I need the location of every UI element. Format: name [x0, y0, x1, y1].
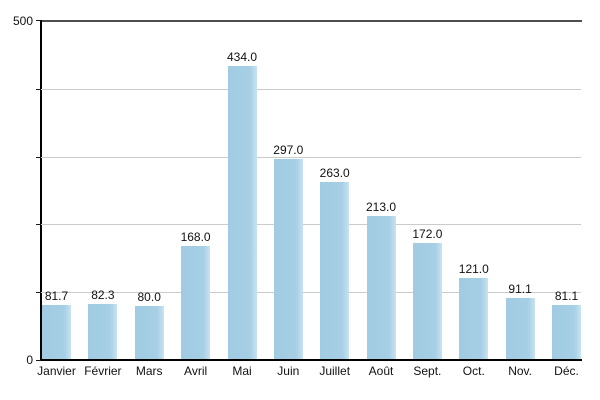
gridline-300	[41, 157, 581, 158]
y-axis-tick-200	[36, 224, 41, 225]
x-axis-tick-label: Juillet	[319, 364, 351, 378]
bar-Juin	[273, 158, 303, 359]
y-axis-zero-label: 0	[26, 353, 33, 367]
y-axis-tick-300	[36, 157, 41, 158]
bar-Avril	[181, 246, 211, 359]
bar-Juillet	[320, 181, 350, 359]
x-axis-tick-label: Avril	[184, 364, 208, 378]
y-axis-tick-500	[36, 20, 41, 21]
bar-value-label: 121.0	[458, 262, 489, 276]
bar-Mars	[134, 305, 164, 359]
x-axis-tick-label: Mars	[135, 364, 163, 378]
bar-Mai	[227, 65, 257, 359]
y-axis-tick-100	[36, 292, 41, 293]
bar-value-label: 168.0	[180, 230, 211, 245]
x-axis-tick-label: Nov.	[508, 364, 532, 378]
bar-Février	[88, 304, 118, 359]
bar-Janvier	[42, 304, 71, 359]
x-axis-tick-label: Juin	[277, 364, 300, 378]
gridline-200	[41, 224, 581, 225]
bar-value-label: 82.3	[91, 288, 115, 303]
x-axis-line	[40, 359, 582, 361]
y-axis-max-label: 500	[12, 14, 33, 28]
x-axis-tick-label: Déc.	[554, 364, 579, 378]
x-axis-tick-label: Février	[84, 364, 122, 378]
y-axis-line	[40, 20, 42, 361]
x-axis-tick-label: Mai	[232, 364, 252, 378]
bar-value-label: 297.0	[273, 142, 304, 157]
gridline-400	[41, 89, 581, 90]
bar-value-label: 81.7	[44, 288, 69, 303]
y-axis-tick-400	[36, 89, 41, 90]
x-axis-tick-label: Sept.	[413, 364, 442, 378]
x-axis-tick-label: Oct.	[462, 364, 485, 378]
bar-value-label: 80.0	[137, 289, 161, 304]
bar-value-label: 81.1	[554, 289, 579, 303]
bar-Août	[366, 215, 396, 359]
bar-value-label: 213.0	[365, 199, 397, 214]
plot-top-boundary	[41, 20, 582, 22]
bar-value-label: 434.0	[226, 49, 258, 64]
bar-value-label: 91.1	[508, 282, 532, 297]
bar-value-label: 172.0	[412, 227, 443, 242]
bar-Oct.	[459, 278, 489, 359]
bar-Nov.	[505, 298, 535, 359]
x-axis-tick-label: Août	[368, 364, 394, 378]
bar-Déc.	[552, 305, 581, 359]
gridline-100	[41, 292, 581, 293]
x-axis-tick-label: Janvier	[37, 364, 76, 378]
bar-Sept.	[412, 243, 442, 359]
bar-value-label: 263.0	[319, 165, 350, 180]
y-axis-tick-0	[36, 360, 41, 361]
